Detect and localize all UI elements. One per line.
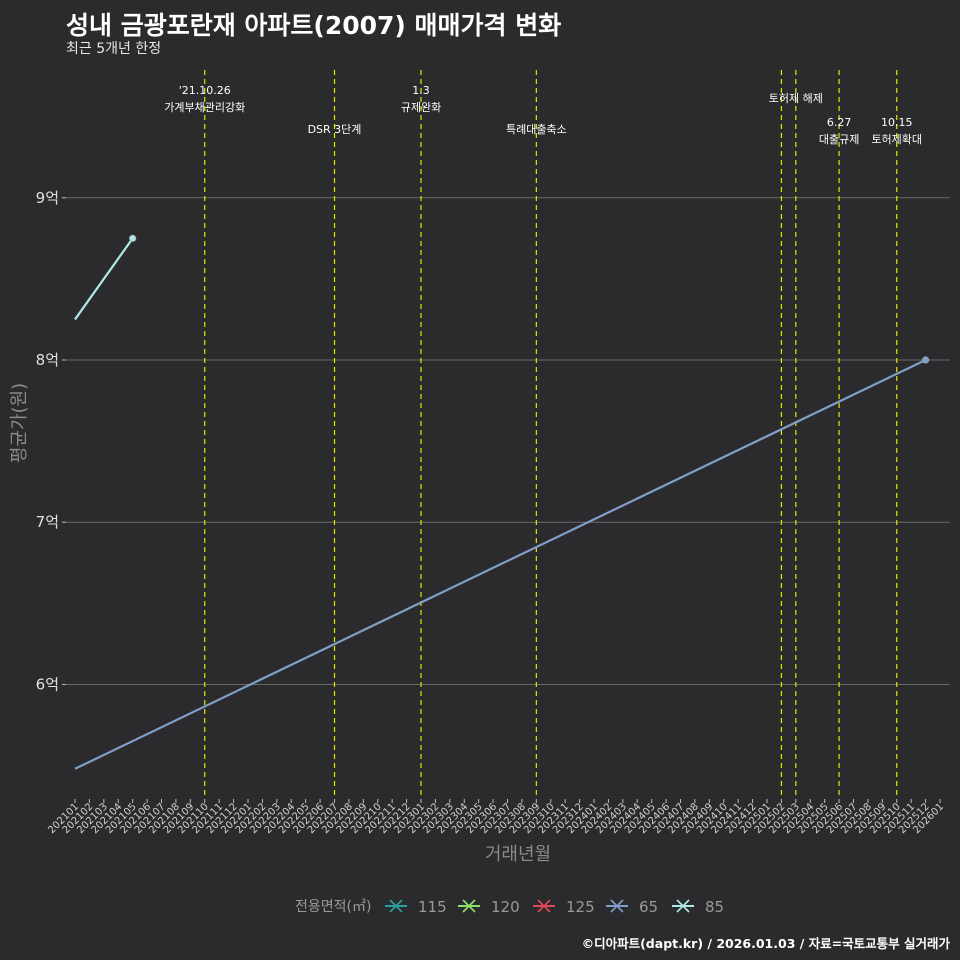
y-axis-title: 평균가(원): [9, 383, 30, 463]
event-label: 가계부채관리강화: [164, 101, 245, 114]
series-line-65: [74, 359, 927, 770]
event-label: 6.27: [827, 116, 852, 129]
event-label: 특례대출축소: [506, 123, 567, 136]
legend-cross-85: [676, 899, 690, 913]
source-caption: ©디아파트(dapt.kr) / 2026.01.03 / 자료=국토교통부 실…: [581, 936, 950, 951]
legend-label-125: 125: [566, 898, 595, 916]
chart-subtitle: 최근 5개년 한정: [66, 41, 162, 57]
y-tick-label: 6억: [36, 675, 59, 693]
data-point-65: [921, 356, 930, 364]
event-label: 10.15: [881, 116, 913, 129]
legend-cross-125: [537, 899, 551, 913]
legend-label-115: 115: [418, 898, 447, 916]
event-label: 대출규제: [819, 133, 859, 146]
x-axis-title: 거래년월: [485, 844, 551, 865]
legend-label-85: 85: [705, 898, 724, 916]
legend-label-120: 120: [491, 898, 520, 916]
y-tick-label: 8억: [36, 351, 59, 369]
legend-label-65: 65: [639, 898, 658, 916]
data-point-85: [129, 234, 137, 242]
event-label: 토허제 해제: [769, 91, 823, 105]
legend-cross-115: [389, 899, 403, 913]
legend-cross-120: [462, 899, 476, 913]
chart-title: 성내 금광포란재 아파트(2007) 매매가격 변화: [66, 11, 562, 40]
legend-cross-65: [610, 899, 624, 913]
event-label: 규제완화: [401, 101, 441, 114]
event-label: 1.3: [412, 84, 430, 97]
event-label: '21.10.26: [179, 84, 231, 97]
event-label: DSR 3단계: [308, 123, 362, 136]
legend-title: 전용면적(㎡): [295, 899, 371, 915]
y-tick-label: 7억: [36, 513, 59, 531]
event-label: 토허제확대: [871, 133, 922, 146]
y-tick-label: 9억: [36, 189, 59, 207]
series-line-85: [74, 237, 134, 321]
